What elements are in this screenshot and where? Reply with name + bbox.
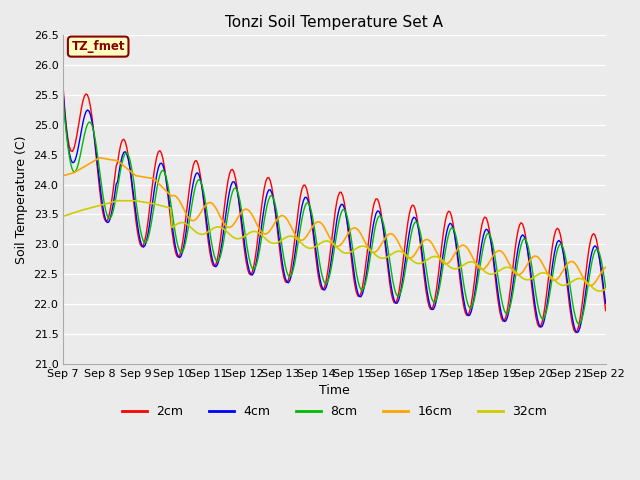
Line: 16cm: 16cm (63, 158, 605, 286)
X-axis label: Time: Time (319, 384, 350, 397)
32cm (602, 286, 609, 292)
32cm (223, 228, 230, 234)
8cm (60, 99, 67, 105)
32cm (250, 228, 257, 234)
16cm (602, 264, 609, 270)
4cm (221, 218, 228, 224)
4cm (239, 229, 247, 235)
Y-axis label: Soil Temperature (C): Soil Temperature (C) (15, 135, 28, 264)
4cm (602, 300, 609, 306)
4cm (248, 272, 256, 278)
32cm (573, 276, 580, 282)
8cm (575, 321, 582, 327)
8cm (126, 156, 134, 162)
16cm (223, 224, 230, 229)
4cm (296, 212, 304, 217)
Legend: 2cm, 4cm, 8cm, 16cm, 32cm: 2cm, 4cm, 8cm, 16cm, 32cm (116, 400, 552, 423)
Line: 2cm: 2cm (63, 90, 605, 332)
8cm (221, 230, 228, 236)
2cm (296, 193, 304, 199)
2cm (239, 236, 247, 242)
4cm (573, 330, 580, 336)
16cm (241, 206, 248, 212)
8cm (248, 265, 256, 271)
Title: Tonzi Soil Temperature Set A: Tonzi Soil Temperature Set A (225, 15, 444, 30)
4cm (572, 328, 579, 334)
4cm (60, 91, 67, 97)
8cm (602, 284, 609, 290)
2cm (572, 329, 579, 335)
16cm (587, 283, 595, 288)
16cm (298, 237, 306, 243)
32cm (114, 198, 122, 204)
8cm (572, 314, 579, 320)
4cm (126, 164, 134, 170)
2cm (221, 200, 228, 205)
16cm (127, 169, 135, 175)
2cm (602, 308, 609, 313)
16cm (96, 155, 104, 161)
2cm (126, 164, 134, 170)
32cm (241, 233, 248, 239)
2cm (60, 87, 67, 93)
32cm (298, 241, 306, 247)
16cm (573, 263, 580, 269)
Text: TZ_fmet: TZ_fmet (72, 40, 125, 53)
16cm (60, 173, 67, 179)
8cm (239, 217, 247, 223)
Line: 8cm: 8cm (63, 102, 605, 324)
16cm (250, 215, 257, 221)
32cm (127, 198, 135, 204)
2cm (573, 328, 580, 334)
32cm (596, 288, 604, 294)
8cm (296, 225, 304, 230)
Line: 4cm: 4cm (63, 94, 605, 333)
2cm (248, 270, 256, 276)
Line: 32cm: 32cm (63, 201, 605, 291)
32cm (60, 214, 67, 219)
